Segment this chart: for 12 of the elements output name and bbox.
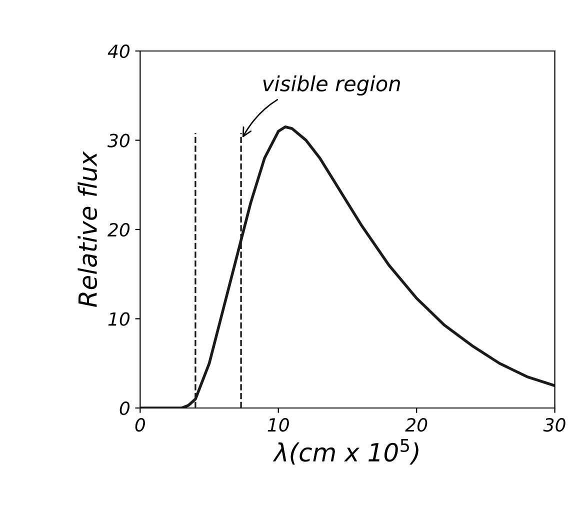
y-tick-label: 40 — [108, 44, 130, 58]
y-tick-label: 30 — [108, 134, 130, 148]
x-tick-label: 30 — [543, 418, 566, 432]
y-tick-label: 10 — [108, 312, 130, 326]
y-tick-label: 0 — [120, 401, 130, 416]
y-tick-label: 20 — [108, 222, 130, 237]
x-tick-label: 10 — [268, 418, 289, 432]
x-axis-title: λ(cm x 10$^{5}$) — [272, 439, 418, 465]
x-tick-label: 20 — [405, 418, 428, 432]
annotation: visible region — [263, 75, 400, 96]
y-axis-title: Relative flux — [78, 151, 98, 307]
x-tick-label: 0 — [135, 418, 145, 432]
